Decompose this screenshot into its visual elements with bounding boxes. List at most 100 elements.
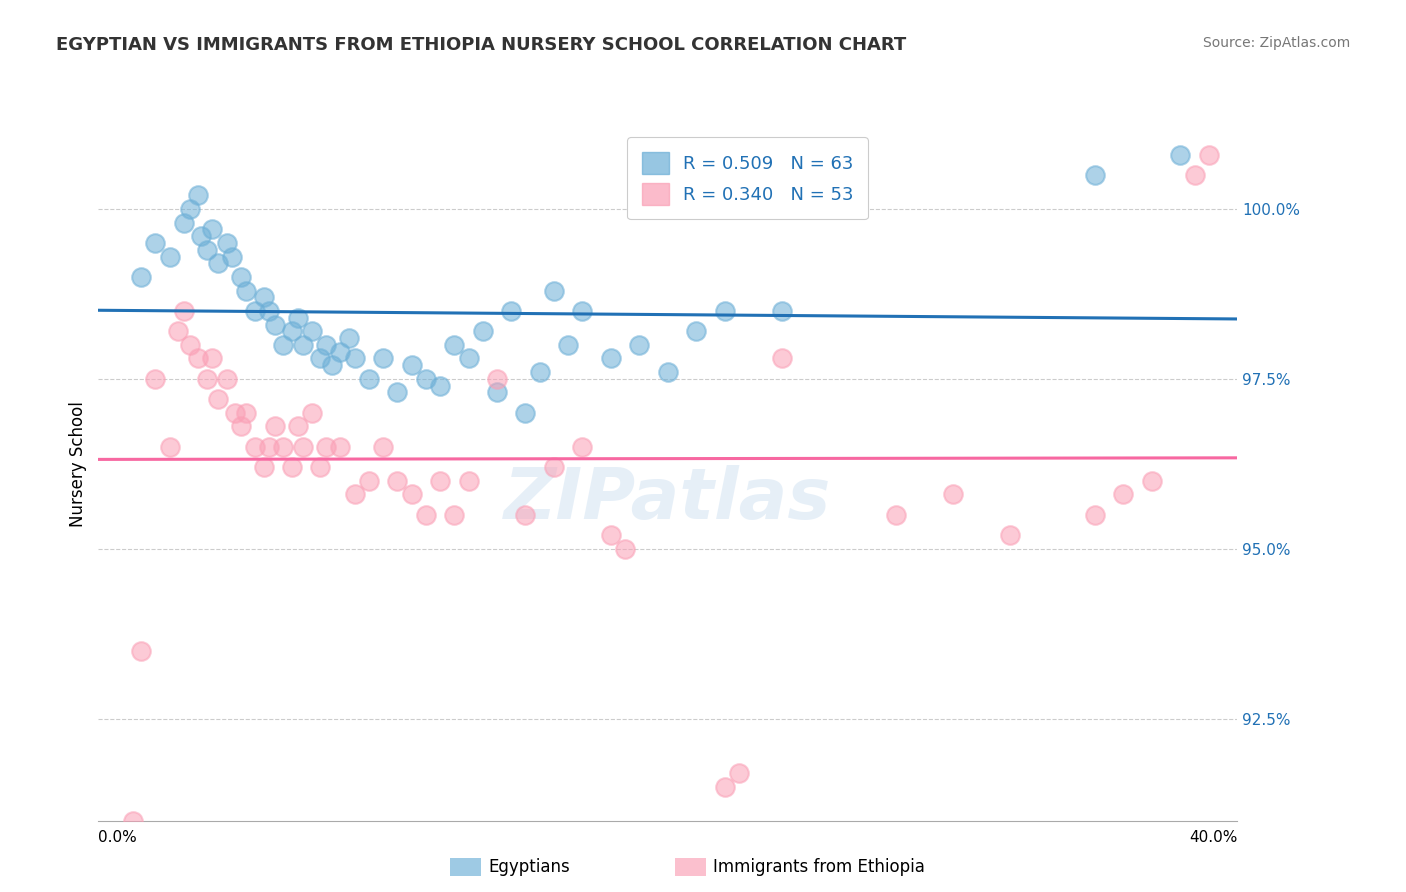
Point bbox=[728, 766, 751, 780]
Point bbox=[770, 304, 793, 318]
Point bbox=[259, 440, 281, 454]
Point bbox=[129, 269, 152, 284]
Point bbox=[343, 351, 366, 366]
Point bbox=[215, 235, 238, 250]
Point bbox=[571, 304, 593, 318]
Legend: R = 0.509   N = 63, R = 0.340   N = 53: R = 0.509 N = 63, R = 0.340 N = 53 bbox=[627, 137, 868, 219]
Point bbox=[215, 372, 238, 386]
Text: 40.0%: 40.0% bbox=[1189, 830, 1237, 845]
Point bbox=[457, 474, 479, 488]
Point bbox=[543, 460, 565, 475]
Point bbox=[201, 351, 224, 366]
Point bbox=[770, 351, 793, 366]
Point bbox=[1198, 147, 1220, 161]
Point bbox=[287, 310, 309, 325]
Point bbox=[207, 392, 229, 407]
Point bbox=[1084, 508, 1107, 522]
Point bbox=[159, 440, 181, 454]
Point bbox=[714, 304, 737, 318]
Point bbox=[281, 460, 304, 475]
Point bbox=[252, 460, 274, 475]
Point bbox=[235, 406, 257, 420]
Point bbox=[1112, 487, 1135, 501]
Text: Immigrants from Ethiopia: Immigrants from Ethiopia bbox=[713, 858, 925, 876]
Point bbox=[292, 440, 315, 454]
Point bbox=[145, 372, 167, 386]
Point bbox=[1170, 147, 1192, 161]
Point bbox=[529, 365, 551, 379]
Point bbox=[401, 487, 423, 501]
Point bbox=[321, 359, 343, 373]
Point bbox=[201, 222, 224, 236]
Point bbox=[387, 474, 409, 488]
Point bbox=[543, 284, 565, 298]
Point bbox=[173, 304, 195, 318]
Point bbox=[243, 304, 266, 318]
Point bbox=[387, 385, 409, 400]
Point bbox=[371, 440, 394, 454]
Text: Egyptians: Egyptians bbox=[488, 858, 569, 876]
Point bbox=[657, 365, 679, 379]
Y-axis label: Nursery School: Nursery School bbox=[69, 401, 87, 527]
Point bbox=[998, 528, 1021, 542]
Point bbox=[357, 474, 380, 488]
Point bbox=[371, 351, 394, 366]
Point bbox=[179, 202, 201, 216]
Point bbox=[501, 304, 523, 318]
Point bbox=[628, 338, 651, 352]
Point bbox=[557, 338, 579, 352]
Point bbox=[884, 508, 907, 522]
Text: EGYPTIAN VS IMMIGRANTS FROM ETHIOPIA NURSERY SCHOOL CORRELATION CHART: EGYPTIAN VS IMMIGRANTS FROM ETHIOPIA NUR… bbox=[56, 36, 907, 54]
Point bbox=[292, 338, 315, 352]
Point bbox=[443, 508, 465, 522]
Point bbox=[343, 487, 366, 501]
Point bbox=[235, 284, 257, 298]
Point bbox=[145, 235, 167, 250]
Point bbox=[486, 372, 509, 386]
Point bbox=[329, 440, 352, 454]
Point bbox=[315, 338, 337, 352]
Point bbox=[429, 474, 451, 488]
Point bbox=[571, 440, 593, 454]
Point bbox=[401, 359, 423, 373]
Text: 0.0%: 0.0% bbox=[98, 830, 138, 845]
Point bbox=[515, 406, 537, 420]
Point bbox=[173, 216, 195, 230]
Point bbox=[515, 508, 537, 522]
Point bbox=[1140, 474, 1163, 488]
Point bbox=[264, 318, 287, 332]
Point bbox=[224, 406, 246, 420]
Point bbox=[315, 440, 337, 454]
Point bbox=[207, 256, 229, 270]
Point bbox=[415, 372, 437, 386]
Point bbox=[443, 338, 465, 352]
Point bbox=[259, 304, 281, 318]
Point bbox=[714, 780, 737, 794]
Point bbox=[129, 644, 152, 658]
Point bbox=[179, 338, 201, 352]
Point bbox=[221, 250, 243, 264]
Point bbox=[229, 269, 252, 284]
Point bbox=[471, 324, 494, 338]
Point bbox=[190, 229, 212, 244]
Point bbox=[357, 372, 380, 386]
Point bbox=[614, 541, 637, 556]
Point bbox=[187, 351, 209, 366]
Point bbox=[1084, 168, 1107, 182]
Point bbox=[195, 372, 218, 386]
Point bbox=[685, 324, 707, 338]
Text: Source: ZipAtlas.com: Source: ZipAtlas.com bbox=[1202, 36, 1350, 50]
Point bbox=[273, 338, 295, 352]
Point bbox=[600, 528, 623, 542]
Point bbox=[942, 487, 965, 501]
Point bbox=[187, 188, 209, 202]
Point bbox=[195, 243, 218, 257]
Point bbox=[243, 440, 266, 454]
Point bbox=[287, 419, 309, 434]
Point bbox=[159, 250, 181, 264]
Point bbox=[309, 351, 332, 366]
Point bbox=[337, 331, 360, 345]
Point bbox=[415, 508, 437, 522]
Point bbox=[486, 385, 509, 400]
Point bbox=[329, 344, 352, 359]
